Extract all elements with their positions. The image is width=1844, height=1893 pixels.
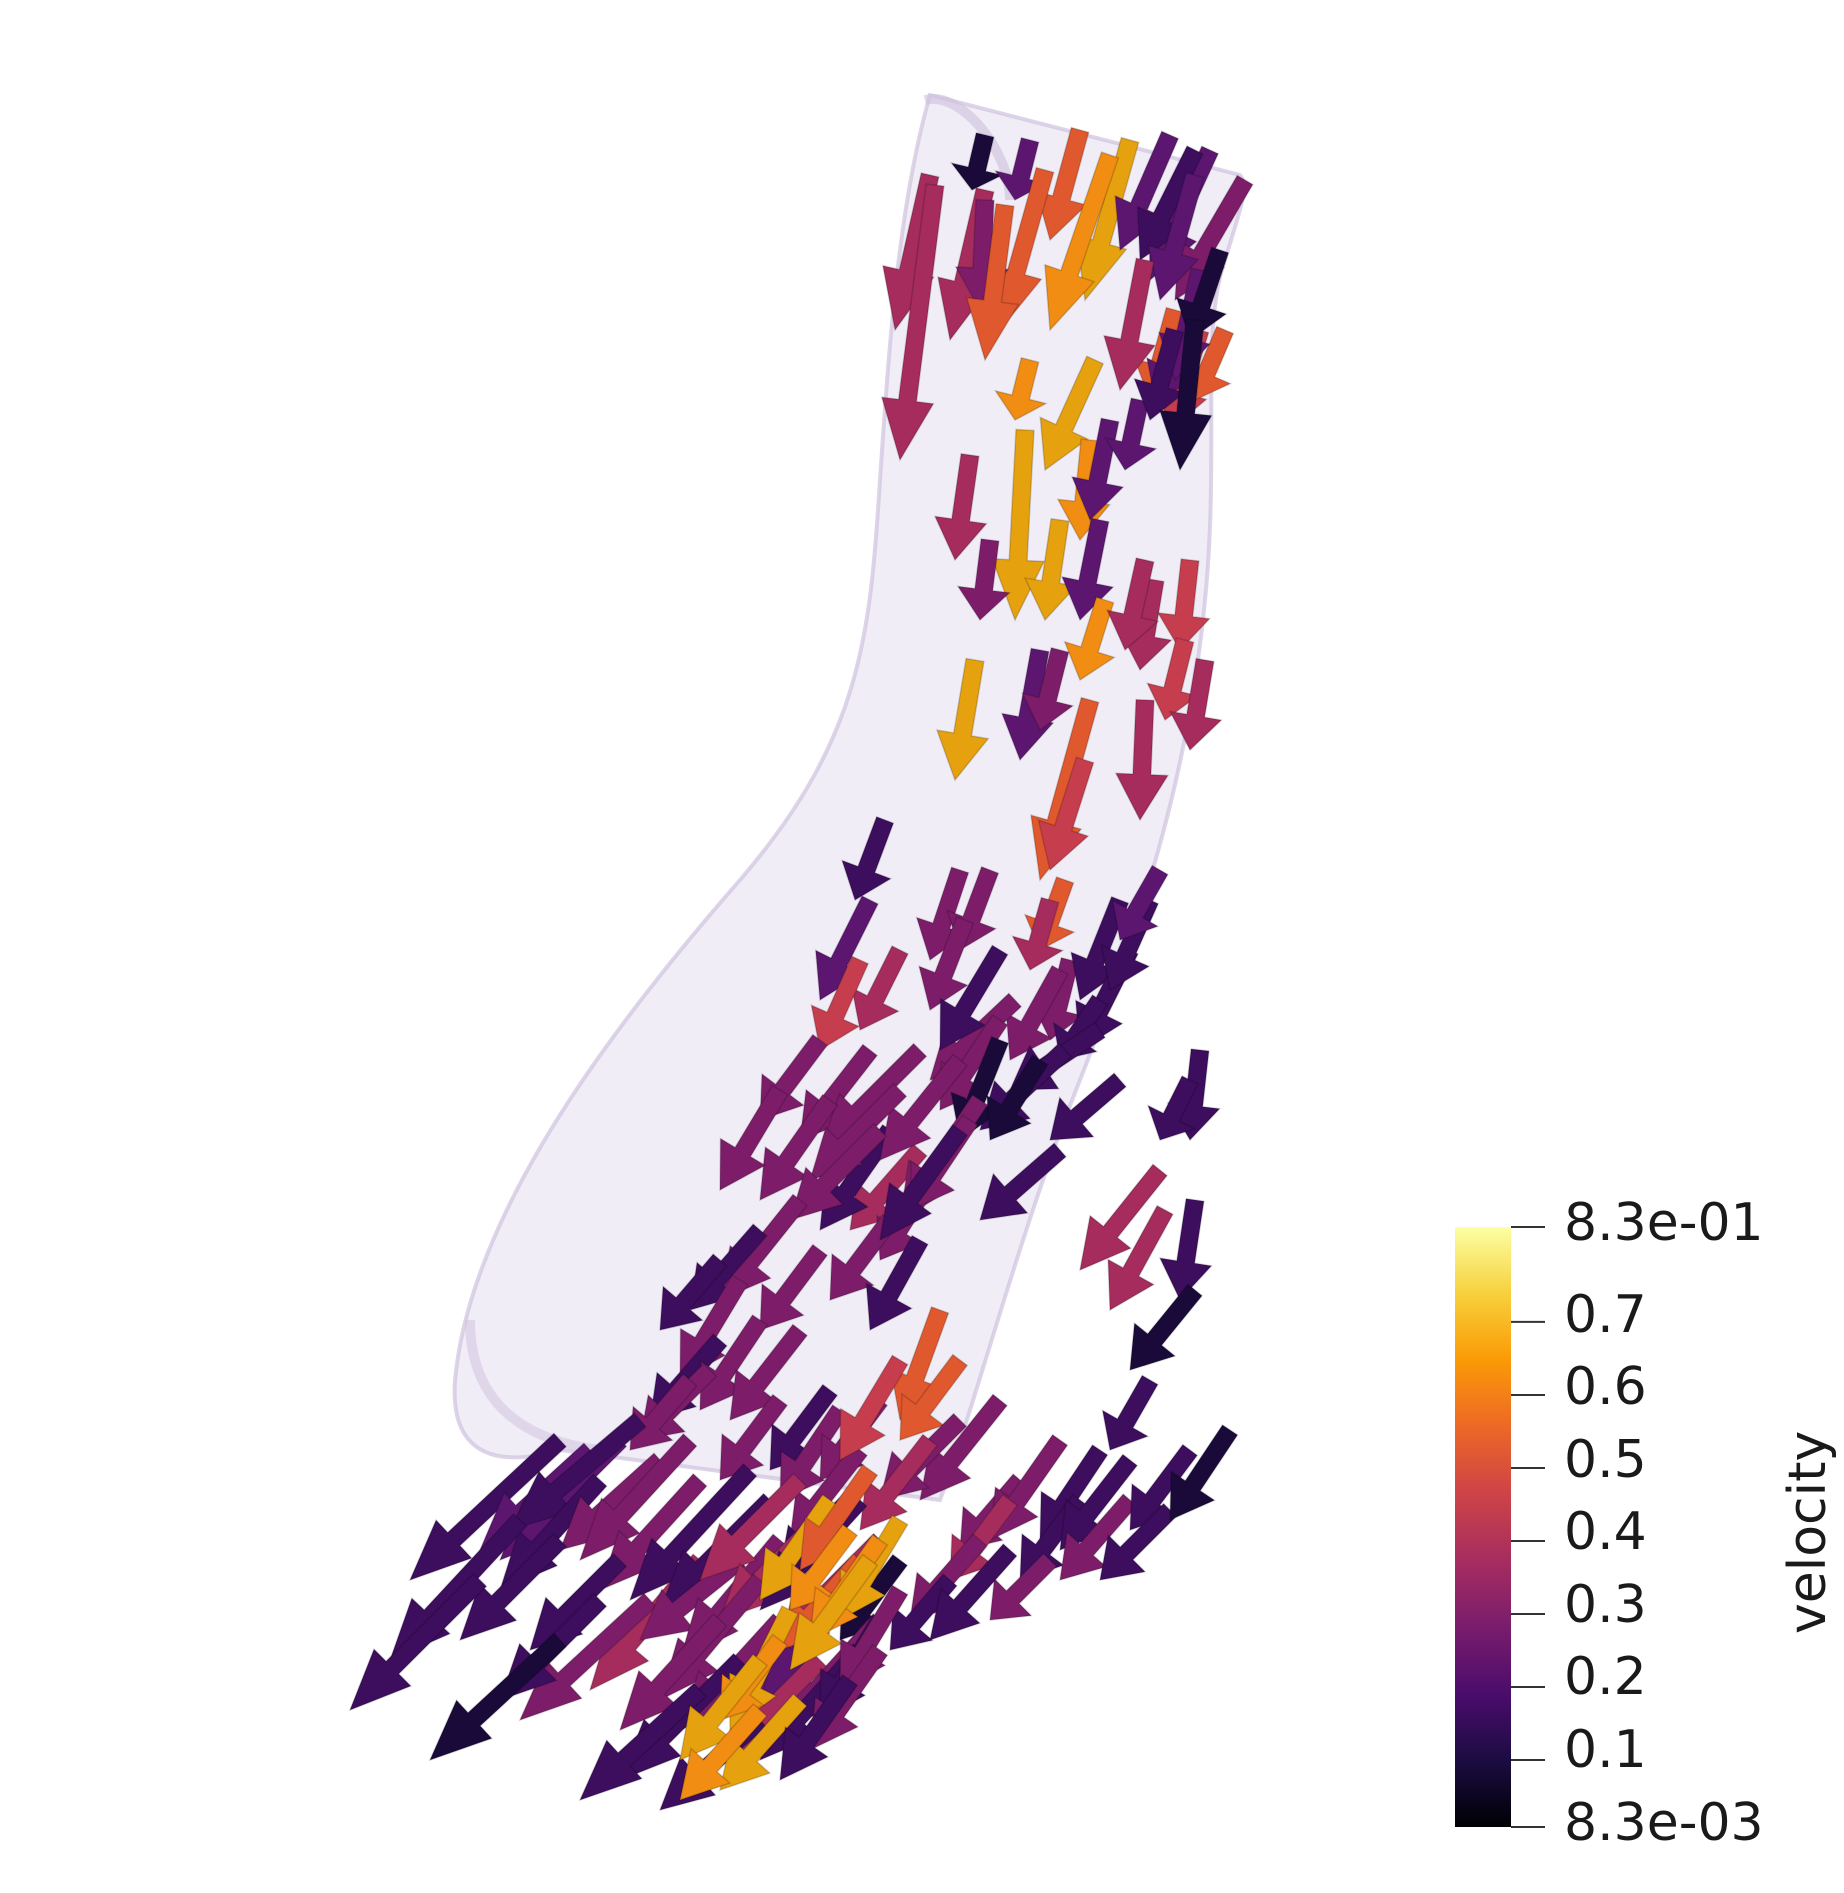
velocity-arrow bbox=[939, 944, 1009, 1052]
velocity-arrow bbox=[788, 1122, 888, 1222]
velocity-arrow bbox=[408, 1432, 568, 1582]
colorbar-title: velocity bbox=[1778, 1430, 1838, 1634]
velocity-arrow bbox=[518, 1592, 658, 1722]
velocity-arrow bbox=[1102, 257, 1157, 392]
colorbar-tick-label: 0.2 bbox=[1564, 1647, 1647, 1707]
velocity-arrow bbox=[1105, 557, 1160, 652]
velocity-arrow bbox=[865, 1234, 929, 1332]
velocity-arrow bbox=[598, 1472, 708, 1592]
velocity-arrow bbox=[1133, 326, 1187, 422]
velocity-arrow bbox=[1059, 1493, 1138, 1582]
velocity-arrow bbox=[1146, 1074, 1200, 1141]
velocity-arrow bbox=[928, 1542, 1018, 1642]
velocity-arrow bbox=[1101, 1374, 1159, 1452]
velocity-arrow bbox=[578, 1432, 698, 1562]
velocity-arrow bbox=[933, 452, 988, 562]
velocity-arrow bbox=[678, 1702, 768, 1802]
velocity-arrow bbox=[810, 955, 870, 1052]
velocity-arrow bbox=[458, 1532, 568, 1642]
velocity-arrow bbox=[879, 1053, 969, 1162]
velocity-arrow bbox=[1000, 647, 1055, 762]
velocity-arrow bbox=[879, 1123, 969, 1242]
colorbar-tick-label: 0.4 bbox=[1564, 1502, 1647, 1562]
velocity-arrow bbox=[1039, 355, 1105, 472]
velocity-arrow bbox=[993, 356, 1048, 421]
velocity-arrow bbox=[508, 1412, 647, 1532]
velocity-arrow bbox=[899, 1353, 969, 1442]
colorbar-tick-label: 0.3 bbox=[1564, 1575, 1647, 1635]
velocity-arrow bbox=[1049, 1072, 1127, 1141]
velocity-arrow bbox=[1037, 756, 1095, 872]
velocity-arrow bbox=[718, 1692, 808, 1792]
velocity-arrow bbox=[1079, 1163, 1169, 1272]
velocity-arrow bbox=[719, 1084, 789, 1192]
velocity-arrow bbox=[1044, 151, 1120, 332]
velocity-arrow bbox=[699, 1313, 769, 1412]
colorbar-tick-label: 8.3e-01 bbox=[1564, 1193, 1764, 1253]
velocity-arrow bbox=[1146, 636, 1200, 722]
colorbar-tick-label: 8.3e-03 bbox=[1564, 1793, 1764, 1853]
velocity-arrow bbox=[918, 915, 975, 1012]
velocity-arrow bbox=[991, 428, 1046, 622]
colorbar-tick-label: 0.5 bbox=[1564, 1430, 1647, 1490]
velocity-arrow bbox=[1021, 646, 1075, 732]
velocity-arrow bbox=[679, 1653, 769, 1762]
velocity-arrow bbox=[1175, 246, 1230, 342]
colorbar-ticks bbox=[1511, 1226, 1545, 1828]
colorbar-tick-label: 0.6 bbox=[1564, 1357, 1647, 1417]
velocity-arrow bbox=[1011, 896, 1065, 972]
velocity-arrow bbox=[880, 183, 945, 462]
colorbar-tick-label: 0.7 bbox=[1564, 1285, 1647, 1345]
velocity-arrow bbox=[789, 1553, 879, 1672]
velocity-arrow bbox=[849, 1143, 928, 1232]
velocity-arrow bbox=[759, 1243, 829, 1332]
velocity-arrow bbox=[1111, 864, 1169, 942]
velocity-arrow bbox=[850, 944, 910, 1032]
velocity-arrow bbox=[779, 1673, 859, 1782]
velocity-arrow bbox=[628, 1462, 758, 1602]
velocity-arrow bbox=[978, 1142, 1067, 1221]
velocity-arrow bbox=[1114, 698, 1170, 822]
velocity-arrow bbox=[1158, 1197, 1213, 1302]
velocity-arrow bbox=[949, 131, 1005, 191]
velocity-arrow bbox=[840, 815, 895, 902]
velocity-arrow bbox=[428, 1632, 568, 1762]
velocity-arrow bbox=[1156, 558, 1212, 652]
velocity-arrow bbox=[839, 1354, 909, 1462]
velocity-arrow bbox=[618, 1612, 728, 1732]
velocity-arrow bbox=[935, 657, 990, 782]
velocity-arrow bbox=[1168, 657, 1223, 752]
colorbar-tick-label: 0.1 bbox=[1564, 1720, 1647, 1780]
velocity-arrow bbox=[1147, 171, 1205, 302]
velocity-arrow bbox=[1129, 1283, 1204, 1372]
colorbar-gradient bbox=[1455, 1227, 1511, 1827]
velocity-arrow bbox=[729, 1323, 809, 1422]
velocity-arrow bbox=[919, 1393, 1009, 1502]
velocity-arrow bbox=[348, 1572, 488, 1712]
velocity-arrow bbox=[1169, 1423, 1239, 1522]
velocity-arrow bbox=[698, 1472, 808, 1582]
velocity-arrow bbox=[1107, 1204, 1174, 1312]
velocity-arrow bbox=[659, 1253, 728, 1331]
velocity-arrow bbox=[789, 1523, 859, 1612]
velocity-arrow bbox=[989, 1552, 1058, 1621]
velocity-arrows bbox=[348, 126, 1254, 1812]
velocity-arrow bbox=[638, 1551, 747, 1641]
velocity-arrow bbox=[1099, 1502, 1178, 1581]
velocity-arrow bbox=[859, 1433, 939, 1532]
velocity-arrow bbox=[1158, 318, 1213, 472]
velocity-arrow bbox=[1023, 517, 1078, 622]
velocity-arrow bbox=[1063, 596, 1117, 682]
velocity-arrow bbox=[965, 202, 1020, 362]
velocity-arrow bbox=[629, 1373, 698, 1451]
velocity-arrow bbox=[956, 538, 1012, 622]
velocity-arrow bbox=[759, 1093, 839, 1202]
velocity-arrow bbox=[578, 1682, 708, 1802]
velocity-arrow bbox=[1035, 126, 1090, 242]
colorbar bbox=[1455, 1226, 1545, 1828]
velocity-arrow bbox=[986, 1054, 1049, 1142]
